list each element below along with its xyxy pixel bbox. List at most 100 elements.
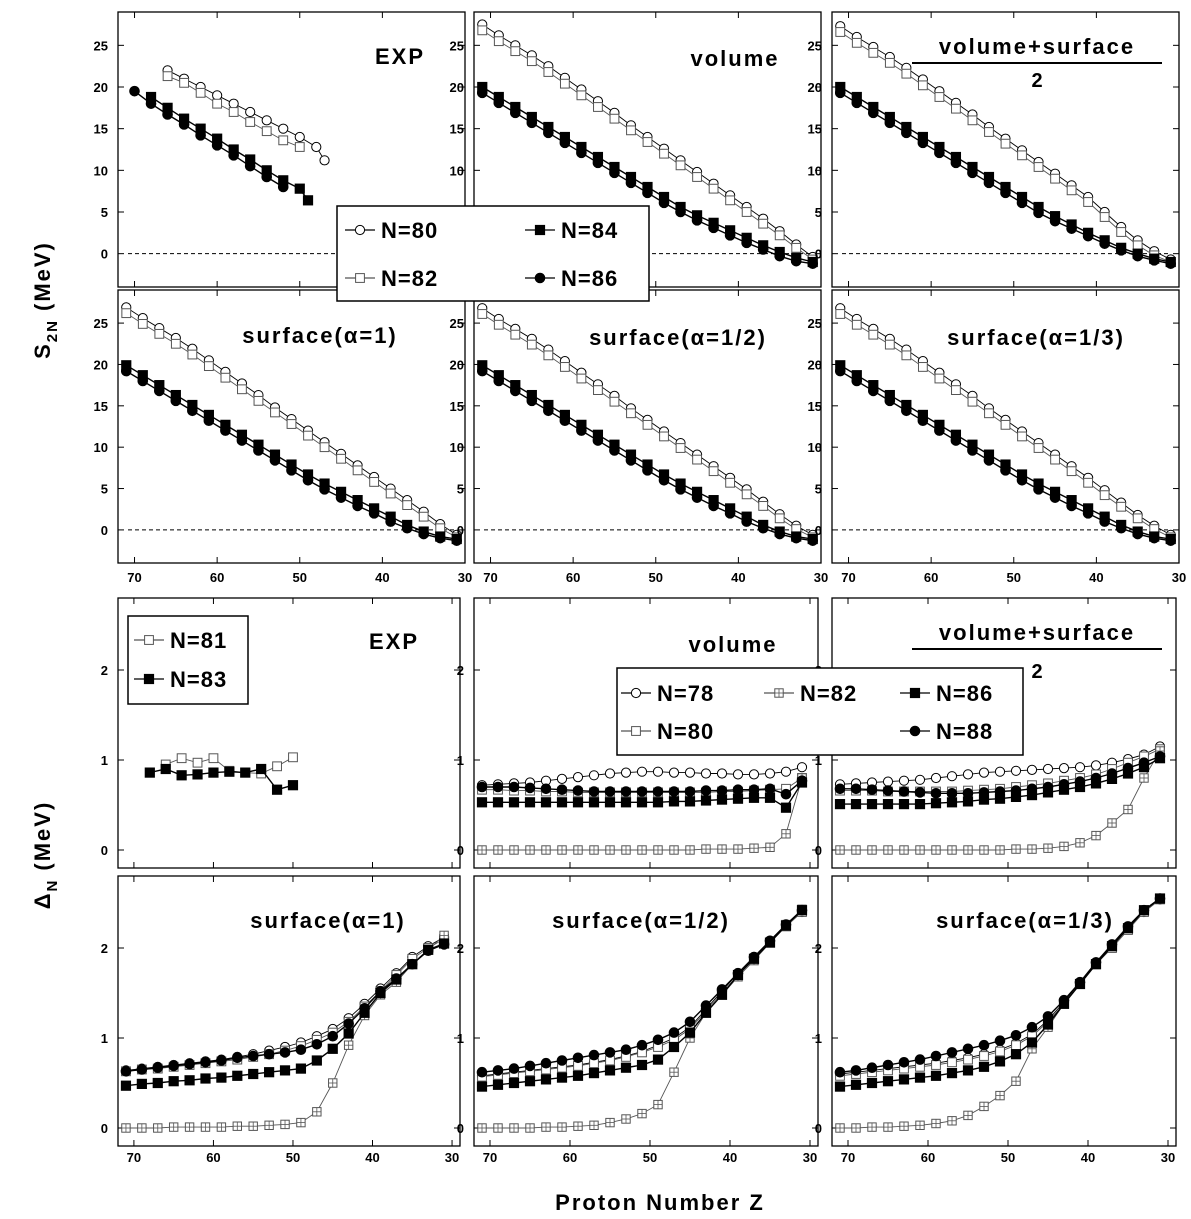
data-point: [343, 1040, 354, 1050]
s2n-label-unit: (MeV): [30, 241, 55, 311]
data-point: [253, 445, 264, 456]
data-point: [588, 786, 600, 797]
data-point: [375, 985, 386, 997]
series-n-84: [835, 360, 1176, 545]
data-point: [950, 435, 962, 446]
series-line: [134, 90, 284, 188]
data-point: [604, 1047, 616, 1058]
series-n-82: [477, 309, 818, 543]
data-point: [187, 349, 198, 360]
data-point: [668, 767, 680, 778]
y-tick-label: 20: [450, 80, 464, 95]
data-point: [493, 319, 504, 330]
data-point: [748, 951, 760, 963]
data-point: [790, 255, 802, 267]
data-point: [951, 103, 961, 114]
data-point: [245, 106, 256, 118]
chart-panel-bottom-2: 0 1 2 volume: [457, 597, 819, 869]
data-point: [1017, 150, 1027, 161]
chart-panel-top-1: 0 5 10 15 20 25 EXP: [94, 11, 466, 288]
y-tick-label: 2: [457, 663, 464, 678]
x-tick-label: 60: [566, 570, 580, 585]
data-point: [757, 244, 769, 255]
y-tick-label: 0: [815, 247, 822, 262]
data-point: [917, 80, 928, 91]
x-tick-label: 50: [293, 570, 307, 585]
data-point: [1033, 443, 1044, 453]
data-point: [1115, 245, 1127, 256]
data-point: [476, 1066, 488, 1078]
data-point: [1090, 772, 1102, 784]
data-point: [609, 167, 620, 179]
data-point: [477, 25, 488, 36]
y-tick-label: 15: [450, 399, 464, 414]
data-point: [343, 1018, 354, 1029]
data-point: [708, 466, 719, 477]
data-point: [525, 845, 535, 855]
legend-entry: N=86: [900, 681, 992, 706]
data-point: [179, 77, 189, 88]
series-n-88: [834, 751, 1166, 799]
data-point: [947, 845, 957, 855]
legend-label: N=82: [800, 681, 857, 706]
data-point: [168, 1060, 179, 1072]
data-point: [336, 453, 346, 464]
data-point: [1107, 818, 1117, 828]
data-point: [1058, 779, 1070, 790]
data-point: [136, 1078, 147, 1090]
data-point: [385, 488, 396, 499]
delta-label-main: Δ: [30, 891, 55, 909]
data-point: [556, 773, 568, 785]
y-tick-label: 5: [101, 205, 108, 220]
data-point: [588, 770, 600, 781]
data-point: [684, 1027, 696, 1038]
x-tick-label: 50: [649, 570, 663, 585]
data-point: [898, 1057, 910, 1068]
y-tick-label: 2: [101, 663, 108, 678]
data-point: [184, 1122, 195, 1132]
data-point: [636, 786, 648, 797]
data-point: [867, 1122, 877, 1132]
legend-label: N=80: [381, 218, 438, 243]
data-point: [807, 535, 819, 546]
data-point: [604, 797, 616, 808]
data-point: [668, 1027, 680, 1038]
panel-title: surface(α=1): [242, 323, 398, 348]
data-point: [851, 1123, 861, 1133]
data-point: [620, 797, 632, 808]
data-point: [626, 408, 636, 419]
data-point: [1082, 508, 1094, 519]
series-n-88: [120, 939, 450, 1077]
legend-marker: [909, 725, 921, 737]
x-tick-label: 40: [1081, 1150, 1095, 1165]
data-point: [1011, 844, 1021, 854]
data-point: [691, 492, 703, 503]
data-point: [884, 395, 896, 407]
data-point: [732, 784, 744, 796]
data-point: [914, 787, 926, 798]
chart-panel-bottom-6: 0 1 2 70 60 50 40 30 surface(α=1/3): [815, 875, 1177, 1165]
data-point: [493, 845, 503, 855]
data-point: [717, 844, 727, 854]
y-tick-label: 1: [101, 1031, 108, 1046]
data-point: [220, 372, 231, 383]
data-point: [700, 1000, 712, 1011]
data-point: [708, 183, 719, 194]
data-point: [232, 1052, 243, 1064]
data-point: [402, 500, 413, 510]
data-point: [1074, 776, 1086, 787]
data-point: [636, 1059, 648, 1071]
legend-label: N=78: [657, 681, 714, 706]
data-point: [245, 117, 256, 127]
data-point: [669, 1067, 679, 1077]
data-point: [983, 177, 995, 189]
data-point: [556, 1072, 568, 1083]
data-point: [176, 753, 187, 764]
data-point: [492, 781, 504, 793]
legend-bottom: [616, 667, 1024, 756]
x-axis-label: Proton Number Z: [555, 1190, 765, 1215]
data-point: [510, 329, 521, 340]
data-point: [901, 68, 912, 79]
x-tick-label: 40: [365, 1150, 379, 1165]
data-point: [930, 772, 942, 784]
